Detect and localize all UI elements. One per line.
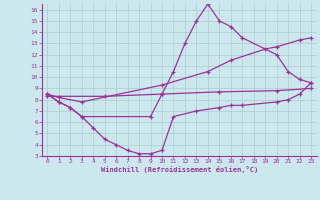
X-axis label: Windchill (Refroidissement éolien,°C): Windchill (Refroidissement éolien,°C) bbox=[100, 166, 258, 173]
